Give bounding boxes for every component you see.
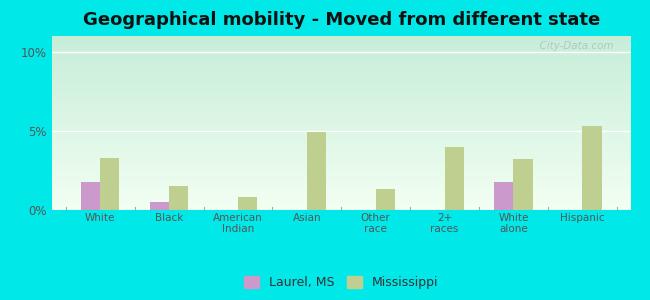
Bar xyxy=(81,182,100,210)
Title: Geographical mobility - Moved from different state: Geographical mobility - Moved from diffe… xyxy=(83,11,600,29)
Bar xyxy=(494,182,514,210)
Legend: Laurel, MS, Mississippi: Laurel, MS, Mississippi xyxy=(239,271,443,294)
Bar xyxy=(100,158,120,210)
Bar xyxy=(169,186,188,210)
Bar xyxy=(307,133,326,210)
Bar xyxy=(238,197,257,210)
Text: City-Data.com: City-Data.com xyxy=(532,41,613,51)
Bar xyxy=(514,159,533,210)
Bar xyxy=(445,147,464,210)
Bar xyxy=(150,202,169,210)
Bar xyxy=(376,189,395,210)
Bar xyxy=(582,126,602,210)
